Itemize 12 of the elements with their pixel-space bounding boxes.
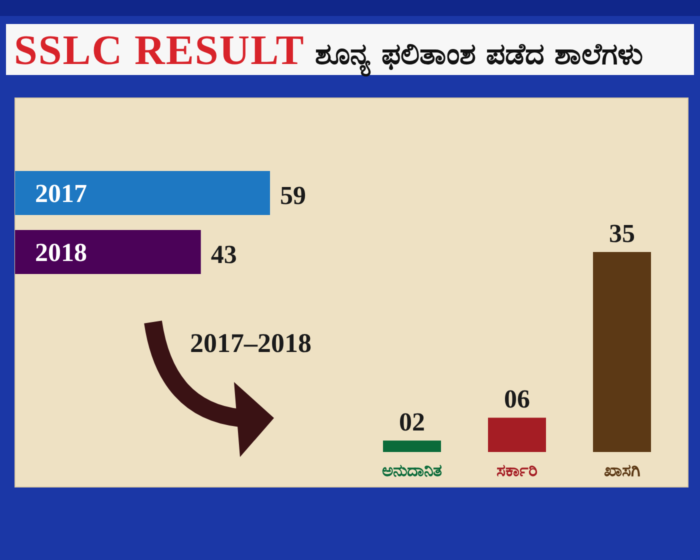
data-label: 43 xyxy=(210,240,237,268)
data-label: 02 xyxy=(399,408,425,437)
x-tick-label: ಖಾಸಗಿ xyxy=(604,461,640,481)
data-label: 59 xyxy=(280,180,306,210)
y-tick-label: 2018 xyxy=(35,238,87,266)
x-tick-label: ಸರ್ಕಾರಿ xyxy=(496,461,538,481)
text: 2017–2018 xyxy=(190,328,312,358)
x-tick-label: ಅನುದಾನಿತ xyxy=(382,461,442,481)
chart-title: SSLC RESULT ಶೂನ್ಯ ಫಲಿತಾಂಶ ಪಡೆದ ಶಾಲೆಗಳು xyxy=(14,28,644,77)
data-label: 35 xyxy=(609,219,635,248)
y-tick-label: 2017 xyxy=(35,178,87,208)
data-label: 06 xyxy=(504,384,530,414)
